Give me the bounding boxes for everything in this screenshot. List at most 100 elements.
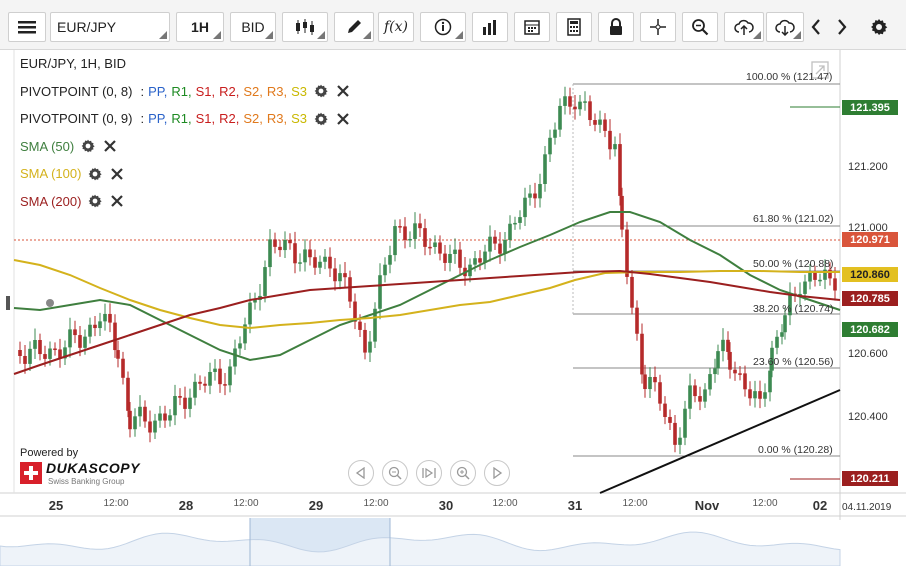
candle-body — [726, 339, 730, 352]
candle-body — [413, 223, 417, 239]
left-handle — [6, 296, 10, 310]
drawing-tools-button[interactable] — [334, 12, 374, 42]
dropdown-caret-icon — [159, 31, 167, 39]
candle-body — [738, 373, 742, 375]
pivot2-s1: S1, — [195, 111, 216, 127]
pivot2-r1: R1, — [171, 111, 192, 127]
candle-body — [358, 321, 362, 330]
legend-sma200-row[interactable]: SMA (200) — [20, 188, 351, 216]
gear-icon[interactable] — [313, 83, 329, 99]
side-selector[interactable]: BID — [230, 12, 276, 42]
chart-area[interactable]: EUR/JPY, 1H, BID PIVOTPOINT (0, 8) : PP,… — [0, 50, 906, 566]
candle-body — [433, 242, 437, 248]
logo-subtitle: Swiss Banking Group — [48, 477, 125, 486]
candle-body — [833, 278, 837, 291]
crosshair-icon — [650, 19, 666, 35]
candle-body — [423, 228, 427, 247]
candle-body — [443, 253, 447, 263]
candle-body — [128, 410, 132, 430]
candle-body — [453, 249, 457, 254]
candle-body — [288, 239, 292, 244]
chart-type-button[interactable] — [282, 12, 328, 42]
candle-body — [668, 416, 672, 423]
settings-button[interactable] — [864, 12, 894, 42]
powered-by-label: Powered by — [20, 447, 79, 459]
dropdown-caret-icon — [265, 31, 273, 39]
chevron-left-icon — [811, 19, 820, 35]
expand-icon[interactable] — [810, 60, 830, 80]
hamburger-menu-button[interactable] — [8, 12, 46, 42]
price-chart[interactable] — [0, 50, 906, 566]
reset-view-button[interactable] — [416, 460, 442, 486]
candle-body — [508, 223, 512, 240]
pivot2-s3: S3 — [291, 111, 307, 127]
candle-body — [578, 101, 582, 110]
gear-icon[interactable] — [87, 193, 103, 209]
zoom-in-button[interactable] — [450, 460, 476, 486]
indicators-button[interactable]: f(x) — [378, 12, 414, 42]
close-icon[interactable] — [109, 166, 125, 182]
volume-button[interactable] — [472, 12, 508, 42]
candle-body — [513, 222, 517, 225]
gear-icon[interactable] — [87, 166, 103, 182]
candle-body — [163, 413, 167, 421]
triangle-right-icon — [493, 467, 503, 479]
candle-body — [378, 275, 382, 309]
close-icon[interactable] — [335, 83, 351, 99]
lock-button[interactable] — [598, 12, 634, 42]
candle-body — [203, 383, 207, 386]
symbol-selector[interactable]: EUR/JPY — [50, 12, 170, 42]
price-label-sma200: 120.785 — [842, 291, 898, 306]
candle-body — [218, 368, 222, 385]
candle-body — [688, 385, 692, 409]
candle-body — [388, 255, 392, 265]
sma50-line — [13, 211, 841, 362]
candle-body — [298, 262, 302, 264]
candle-body — [408, 238, 412, 241]
info-button[interactable] — [420, 12, 466, 42]
candle-body — [583, 101, 587, 103]
scroll-left-button[interactable] — [804, 12, 828, 42]
candle-body — [323, 256, 327, 262]
zoom-out-button[interactable] — [382, 460, 408, 486]
legend-pivot1-row[interactable]: PIVOTPOINT (0, 8) : PP, R1, S1, R2, S2, … — [20, 78, 351, 106]
trend-line — [599, 389, 841, 494]
navigator-series — [0, 531, 841, 566]
candle-body — [563, 96, 567, 106]
candle-body — [775, 336, 779, 348]
close-icon[interactable] — [109, 193, 125, 209]
download-button[interactable] — [766, 12, 804, 42]
candle-body — [763, 392, 767, 399]
candle-body — [113, 322, 117, 351]
candle-body — [193, 381, 197, 398]
candle-body — [780, 332, 784, 337]
legend-title-row: EUR/JPY, 1H, BID — [20, 50, 351, 78]
upload-button[interactable] — [724, 12, 764, 42]
calculator-button[interactable] — [556, 12, 592, 42]
legend-sma50-row[interactable]: SMA (50) — [20, 133, 351, 161]
candle-body — [630, 276, 634, 308]
scroll-right-button[interactable] — [830, 12, 854, 42]
candle-body — [721, 339, 725, 352]
gear-icon[interactable] — [80, 138, 96, 154]
pan-left-button[interactable] — [348, 460, 374, 486]
close-icon[interactable] — [335, 111, 351, 127]
candle-body — [543, 154, 547, 185]
candle-body — [373, 308, 377, 342]
candle-body — [488, 236, 492, 252]
pan-right-button[interactable] — [484, 460, 510, 486]
gear-icon[interactable] — [313, 111, 329, 127]
close-icon[interactable] — [102, 138, 118, 154]
candle-body — [653, 376, 657, 383]
pivot1-s3: S3 — [291, 83, 307, 99]
candlestick-icon — [296, 19, 314, 35]
legend-pivot2-row[interactable]: PIVOTPOINT (0, 9) : PP, R1, S1, R2, S2, … — [20, 105, 351, 133]
legend-sma100-row[interactable]: SMA (100) — [20, 160, 351, 188]
chevron-right-icon — [838, 19, 847, 35]
calendar-button[interactable] — [514, 12, 550, 42]
timeframe-selector[interactable]: 1H — [176, 12, 224, 42]
candle-body — [268, 239, 272, 268]
zoom-button[interactable] — [682, 12, 718, 42]
crosshair-button[interactable] — [640, 12, 676, 42]
candle-body — [733, 369, 737, 374]
